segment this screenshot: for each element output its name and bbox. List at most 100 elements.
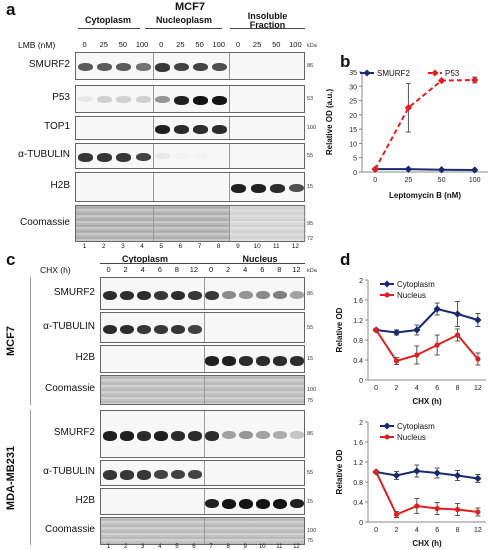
data-point bbox=[393, 358, 400, 364]
dose-label: 25 bbox=[252, 40, 262, 49]
band bbox=[153, 290, 168, 301]
lane-separator bbox=[229, 117, 231, 139]
x-tick-label: 12 bbox=[474, 385, 482, 392]
y-tick-label: 0.4 bbox=[353, 358, 363, 365]
row-label: α-TUBULIN bbox=[43, 320, 95, 332]
group-label-c-cytoplasm: Cytoplasm bbox=[121, 254, 168, 264]
legend-label: Cytoplasm bbox=[397, 280, 435, 289]
band bbox=[187, 431, 202, 441]
blot-box bbox=[100, 460, 305, 486]
band bbox=[135, 153, 151, 162]
band bbox=[119, 324, 134, 335]
dose-label: 50 bbox=[195, 40, 204, 49]
y-tick-label: 2 bbox=[359, 278, 363, 285]
band bbox=[205, 290, 220, 301]
group-bar bbox=[78, 28, 140, 29]
band bbox=[256, 498, 271, 509]
row-label: α-TUBULIN bbox=[18, 149, 70, 160]
band bbox=[153, 470, 168, 480]
band bbox=[205, 431, 220, 441]
band bbox=[116, 96, 132, 103]
lane-number: 12 bbox=[291, 243, 300, 250]
band bbox=[116, 153, 132, 162]
kda-label-a: kDa bbox=[307, 43, 317, 49]
lane-number: 7 bbox=[209, 544, 213, 550]
coomassie-gel bbox=[101, 518, 304, 544]
lane-number: 5 bbox=[175, 544, 179, 550]
band bbox=[193, 153, 209, 160]
band bbox=[187, 470, 202, 480]
y-tick-label: 20 bbox=[349, 113, 357, 120]
coomassie-gel bbox=[152, 206, 230, 241]
row-label: H2B bbox=[75, 494, 95, 506]
band bbox=[97, 63, 113, 72]
band bbox=[273, 498, 288, 509]
time-label: 4 bbox=[243, 265, 248, 274]
band bbox=[97, 96, 113, 103]
dose-label: 100 bbox=[135, 40, 149, 49]
y-tick-label: 5 bbox=[353, 156, 357, 163]
lane-number: 10 bbox=[258, 544, 266, 550]
time-label: 2 bbox=[123, 265, 128, 274]
row-marker: 53 bbox=[307, 96, 314, 102]
y-tick-label: 30 bbox=[349, 84, 357, 91]
series-line bbox=[376, 307, 479, 334]
legend-label: Cytoplasm bbox=[397, 422, 435, 431]
x-tick-label: 25 bbox=[405, 177, 413, 184]
y-tick-label: 1.6 bbox=[353, 440, 363, 447]
chx-label: CHX (h) bbox=[40, 265, 71, 275]
band bbox=[239, 356, 254, 366]
band bbox=[290, 290, 305, 299]
band bbox=[154, 153, 170, 160]
dose-label: 100 bbox=[289, 40, 302, 49]
x-axis-label: CHX (h) bbox=[412, 539, 442, 548]
band bbox=[193, 63, 209, 72]
data-point bbox=[471, 76, 479, 84]
data-point bbox=[453, 310, 462, 318]
band bbox=[239, 498, 254, 509]
data-point bbox=[474, 316, 482, 324]
band bbox=[273, 290, 288, 300]
band bbox=[136, 290, 151, 301]
legend-marker bbox=[383, 422, 391, 430]
lane-number: 4 bbox=[158, 544, 162, 550]
data-point bbox=[454, 506, 461, 513]
band bbox=[193, 96, 209, 105]
chart-d-mcf7: 0 0.4 0.8 1.2 1.6 2 0 2 4 6 8 12 CHX (h) Relative OD C… bbox=[335, 278, 486, 406]
legend-marker bbox=[431, 69, 439, 77]
band bbox=[170, 470, 185, 480]
x-tick-label: 6 bbox=[435, 527, 439, 534]
band bbox=[212, 96, 228, 105]
band bbox=[222, 290, 237, 299]
dose-label: 0 bbox=[235, 40, 240, 49]
lane-number: 9 bbox=[236, 243, 240, 250]
lane-number: 11 bbox=[272, 243, 280, 250]
data-point bbox=[434, 505, 440, 512]
lane-separator bbox=[229, 86, 231, 112]
lane-separator bbox=[203, 376, 205, 404]
band bbox=[173, 125, 189, 134]
lane-number: 10 bbox=[253, 243, 261, 250]
lane-number: 1 bbox=[82, 243, 87, 250]
band bbox=[154, 125, 170, 134]
y-tick-label: 0 bbox=[359, 520, 363, 527]
row-marker: 86 bbox=[307, 290, 314, 297]
y-axis-label: Relative OD bbox=[335, 307, 344, 352]
cell-line-divider bbox=[30, 410, 31, 545]
blot-box bbox=[100, 312, 305, 343]
x-tick-label: 0 bbox=[373, 177, 377, 184]
lane-number: 8 bbox=[226, 544, 230, 550]
series-line bbox=[375, 471, 478, 516]
data-point bbox=[414, 503, 420, 509]
x-tick-label: 0 bbox=[374, 527, 378, 534]
lane-separator bbox=[152, 86, 154, 112]
dose-label: 25 bbox=[176, 40, 185, 49]
band bbox=[116, 63, 132, 72]
y-tick-label: 25 bbox=[349, 99, 357, 106]
x-axis-label: Leptomycin B (nM) bbox=[389, 191, 461, 200]
chart-b: 0 5 10 15 20 25 30 35 0 25 50 100 Leptomycin B (nM) R… bbox=[325, 69, 488, 200]
band bbox=[102, 324, 117, 335]
band bbox=[78, 96, 94, 103]
lane-separator bbox=[152, 144, 154, 168]
row-label: SMURF2 bbox=[28, 59, 70, 70]
